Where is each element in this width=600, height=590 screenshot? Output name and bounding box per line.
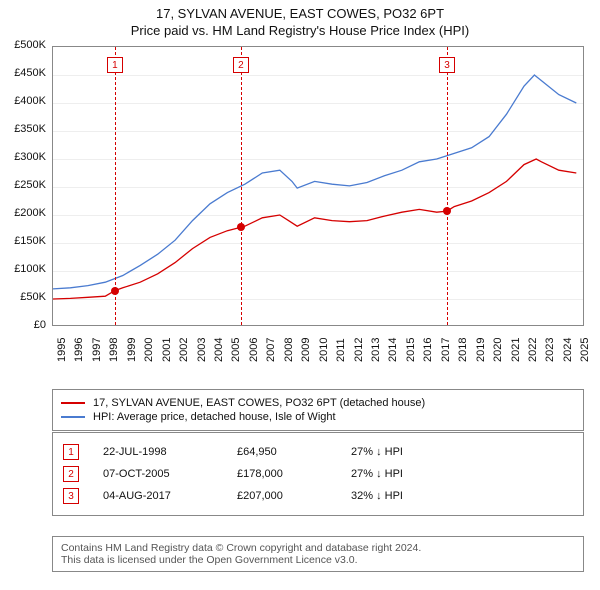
- transaction-marker: [237, 223, 245, 231]
- legend-swatch: [61, 402, 85, 404]
- transaction-number-box: 1: [63, 444, 79, 460]
- transaction-date: 07-OCT-2005: [103, 468, 213, 480]
- transaction-row: 1 22-JUL-1998 £64,950 27% ↓ HPI: [63, 441, 573, 463]
- transaction-marker: [111, 287, 119, 295]
- legend-box: 17, SYLVAN AVENUE, EAST COWES, PO32 6PT …: [52, 389, 584, 431]
- transaction-number-box: 2: [63, 466, 79, 482]
- legend-label: HPI: Average price, detached house, Isle…: [93, 411, 336, 423]
- transaction-label-box: 3: [439, 57, 455, 73]
- y-axis-tick: £200K: [0, 207, 46, 219]
- transaction-delta: 32% ↓ HPI: [351, 490, 403, 502]
- y-axis-tick: £100K: [0, 263, 46, 275]
- y-axis-tick: £300K: [0, 151, 46, 163]
- legend-row: 17, SYLVAN AVENUE, EAST COWES, PO32 6PT …: [61, 396, 575, 410]
- transaction-label-box: 1: [107, 57, 123, 73]
- legend-label: 17, SYLVAN AVENUE, EAST COWES, PO32 6PT …: [93, 397, 425, 409]
- transaction-date: 22-JUL-1998: [103, 446, 213, 458]
- transaction-price: £207,000: [237, 490, 327, 502]
- chart-title-line2: Price paid vs. HM Land Registry's House …: [0, 21, 600, 38]
- y-axis-tick: £50K: [0, 291, 46, 303]
- chart-title-line1: 17, SYLVAN AVENUE, EAST COWES, PO32 6PT: [0, 0, 600, 21]
- x-axis-tick: 2025: [579, 338, 600, 362]
- transaction-guideline: [447, 47, 448, 325]
- footer-line2: This data is licensed under the Open Gov…: [61, 554, 575, 566]
- transaction-price: £178,000: [237, 468, 327, 480]
- transaction-guideline: [241, 47, 242, 325]
- chart-series-svg: [53, 47, 585, 327]
- transaction-number-box: 3: [63, 488, 79, 504]
- transaction-delta: 27% ↓ HPI: [351, 468, 403, 480]
- transactions-table: 1 22-JUL-1998 £64,950 27% ↓ HPI 2 07-OCT-2005…: [52, 432, 584, 516]
- y-axis-tick: £400K: [0, 95, 46, 107]
- y-axis-tick: £500K: [0, 39, 46, 51]
- series-line: [53, 159, 576, 299]
- transaction-delta: 27% ↓ HPI: [351, 446, 403, 458]
- transaction-price: £64,950: [237, 446, 327, 458]
- transaction-row: 3 04-AUG-2017 £207,000 32% ↓ HPI: [63, 485, 573, 507]
- transaction-row: 2 07-OCT-2005 £178,000 27% ↓ HPI: [63, 463, 573, 485]
- y-axis-tick: £0: [0, 319, 46, 331]
- y-axis-tick: £450K: [0, 67, 46, 79]
- y-axis-tick: £250K: [0, 179, 46, 191]
- chart-plot-area: 1 2 3: [52, 46, 584, 326]
- transaction-label-box: 2: [233, 57, 249, 73]
- series-line: [53, 75, 576, 289]
- transaction-marker: [443, 207, 451, 215]
- footer-line1: Contains HM Land Registry data © Crown c…: [61, 542, 575, 554]
- legend-row: HPI: Average price, detached house, Isle…: [61, 410, 575, 424]
- y-axis-tick: £150K: [0, 235, 46, 247]
- legend-swatch: [61, 416, 85, 418]
- footer-attribution: Contains HM Land Registry data © Crown c…: [52, 536, 584, 572]
- transaction-guideline: [115, 47, 116, 325]
- y-axis-tick: £350K: [0, 123, 46, 135]
- transaction-date: 04-AUG-2017: [103, 490, 213, 502]
